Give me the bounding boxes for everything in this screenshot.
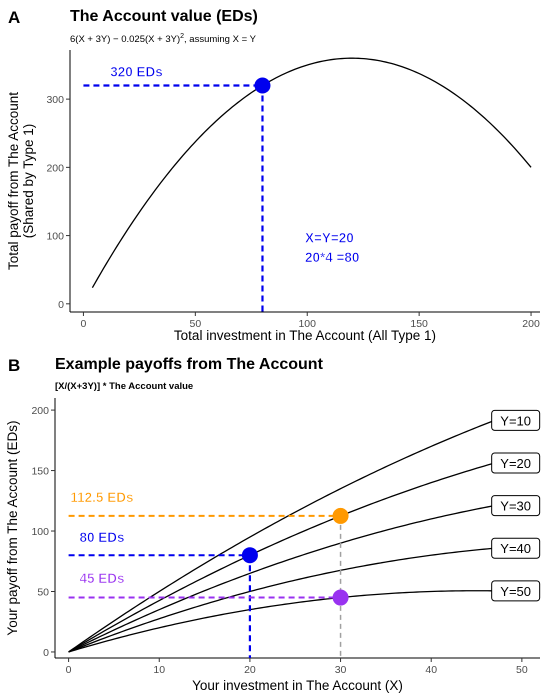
panel-a-plot: 0 50 100 150 200 0 100 200 300 Total investment i… [6,50,540,343]
panel-a-subtitle: 6(X + 3Y) − 0.025(X + 3Y)2, assuming X =… [70,33,257,45]
series-label: Y=20 [500,456,531,471]
y-tick-label: 0 [58,299,64,311]
annotation-label: 20*4 =80 [305,250,359,265]
x-tick-label: 200 [522,318,540,330]
x-tick-label: 150 [410,318,428,330]
annotation-label: 80 EDs [79,530,124,545]
account-value-curve [91,57,532,289]
y-tick-label: 100 [46,231,64,243]
y-tick-label: 200 [46,162,64,174]
annotation-label: 112.5 EDs [70,490,133,505]
panel-b-subtitle: [X/(X+3Y)] * The Account value [55,381,193,392]
panel-a-title: The Account value (EDs) [70,8,258,25]
x-tick-label: 10 [153,664,165,676]
highlight-point [241,547,258,564]
x-tick-label: 50 [189,318,201,330]
series-label: Y=40 [500,541,531,556]
y-tick-label: 100 [31,526,49,538]
series-label-box [491,580,541,602]
y-tick-label: 300 [46,94,64,106]
x-tick-label: 30 [335,664,347,676]
highlight-point [254,77,271,94]
annotation-label: 45 EDs [79,571,124,586]
series-label: Y=50 [500,584,531,599]
series-label-box [491,452,541,474]
series-label-box [491,409,541,431]
x-tick-label: 0 [81,318,87,330]
payoff-curve-y30 [68,504,495,653]
series-label: Y=30 [500,499,531,514]
annotation-label: X=Y=20 [305,230,354,245]
x-tick-label: 100 [298,318,316,330]
series-label-box [491,537,541,559]
payoff-curve-y10 [68,419,495,653]
y-tick-label: 50 [37,586,49,598]
x-tick-label: 50 [516,664,528,676]
payoff-curve-y20 [68,462,495,653]
panel-b-title: Example payoffs from The Account [55,356,324,373]
payoff-curve-y40 [68,547,495,653]
y-axis-title: Total payoff from The Account(Shared by … [6,92,36,270]
panel-b-plot: 0 10 20 30 40 50 0 50 100 150 200 Your investment i… [5,398,541,693]
panel-a-letter: A [8,8,20,27]
x-tick-label: 20 [244,664,256,676]
series-label-box [491,495,541,517]
annotation-label: 320 EDs [110,65,163,80]
y-tick-label: 0 [43,647,49,659]
x-axis-title: Total investment in The Account (All Typ… [174,328,436,343]
payoff-curve-y50 [68,590,495,653]
panel-b-letter: B [8,356,20,375]
highlight-point [332,507,349,524]
y-axis-title: Your payoff from The Account (EDs) [5,420,20,635]
x-tick-label: 0 [66,664,72,676]
y-tick-label: 200 [31,405,49,417]
highlight-point [332,589,349,606]
x-tick-label: 40 [425,664,437,676]
x-axis-title: Your investment in The Account (X) [192,678,403,693]
series-label: Y=10 [500,413,531,428]
y-tick-label: 150 [31,466,49,478]
